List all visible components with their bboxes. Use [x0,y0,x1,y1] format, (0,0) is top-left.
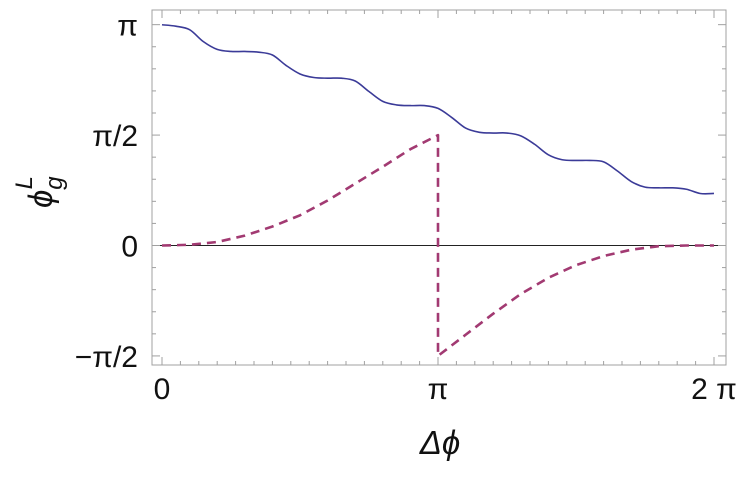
y-axis-title-main: ϕ [22,190,59,208]
y-tick-label: −π/2 [75,341,138,374]
plot-frame [151,9,727,366]
y-axis-title-sup: L [11,176,38,189]
y-axis-title-sub: g [41,176,68,190]
x-tick-label: 2 π [691,373,737,406]
y-tick-label: 0 [121,230,138,263]
svg-text:ϕgL: ϕgL [11,176,68,208]
series-line-solid [161,23,714,195]
series-line-dashed [161,133,714,358]
x-axis-title: Δϕ [419,424,461,461]
y-tick-label: π/2 [92,120,138,153]
y-tick-label: π [117,10,138,43]
x-tick-label: 0 [154,373,171,406]
x-tick-label: π [428,373,449,406]
y-axis-title: ϕgL [11,176,68,208]
